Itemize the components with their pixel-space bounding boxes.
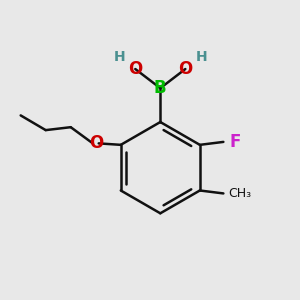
Text: F: F xyxy=(229,133,241,151)
Text: O: O xyxy=(128,60,142,78)
Text: H: H xyxy=(196,50,207,64)
Text: B: B xyxy=(154,79,167,97)
Text: O: O xyxy=(88,134,103,152)
Text: CH₃: CH₃ xyxy=(228,187,251,200)
Text: O: O xyxy=(178,60,193,78)
Text: H: H xyxy=(113,50,125,64)
